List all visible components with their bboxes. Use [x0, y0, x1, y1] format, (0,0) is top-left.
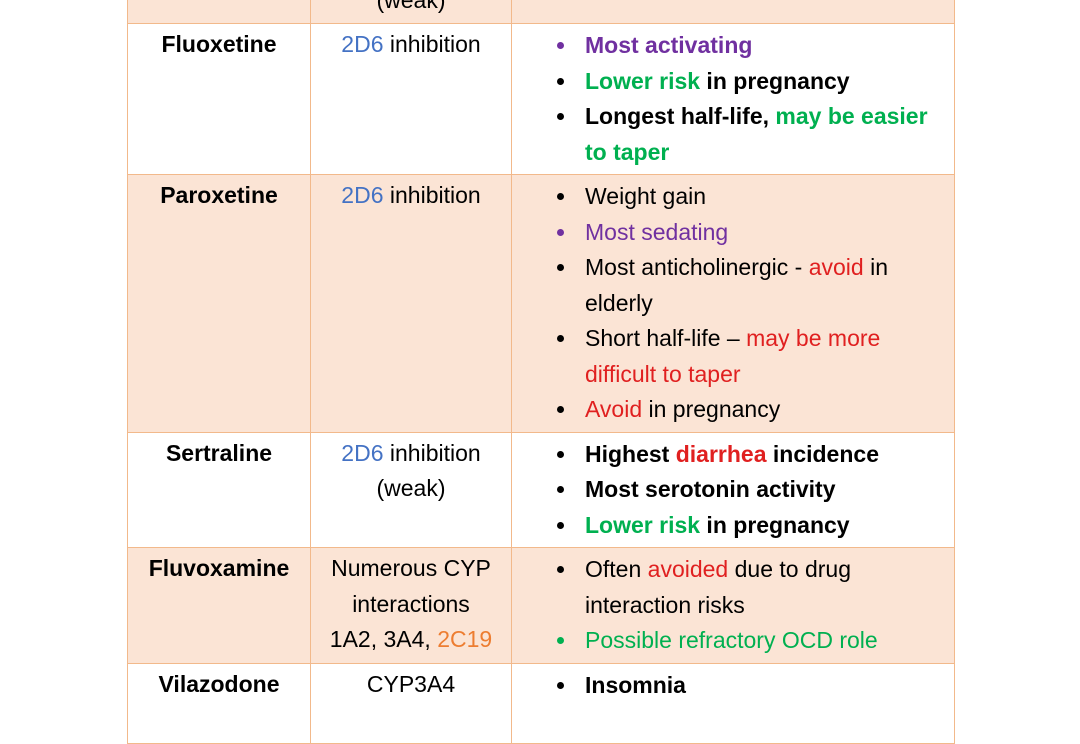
table-row-fluvoxamine: Fluvoxamine Numerous CYP interactions 1A2,…: [127, 547, 955, 664]
list-item: Most activating: [512, 28, 944, 64]
mechanism-fluvoxamine: Numerous CYP interactions 1A2, 3A4, 2C19: [310, 547, 512, 664]
ssri-table: (weak) Fluoxetine 2D6 inhibition Most ac…: [127, 0, 955, 744]
mechanism-sertraline: 2D6 inhibition (weak): [310, 431, 512, 548]
list-item: Most anticholinergic - avoid in elderly: [512, 250, 944, 321]
list-item: Most serotonin activity: [512, 472, 944, 508]
list-item: Lower risk in pregnancy: [512, 64, 944, 100]
drug-name-fluoxetine: Fluoxetine: [127, 23, 311, 175]
list-item: Highest diarrhea incidence: [512, 437, 944, 473]
list-item: Short half-life – may be more difficult …: [512, 321, 944, 392]
mechanism-text: (weak): [376, 0, 446, 13]
notes-sertraline: Highest diarrhea incidence Most serotoni…: [511, 431, 955, 548]
notes-cell: [511, 0, 955, 24]
table-row-sertraline: Sertraline 2D6 inhibition (weak) Highest …: [127, 431, 955, 548]
list-item: Avoid in pregnancy: [512, 392, 944, 428]
table-row-vilazodone: Vilazodone CYP3A4 Insomnia: [127, 662, 955, 744]
list-item: Longest half-life, may be easier to tape…: [512, 99, 944, 170]
drug-name-sertraline: Sertraline: [127, 431, 311, 548]
list-item: Often avoided due to drug interaction ri…: [512, 552, 944, 623]
list-item: Weight gain: [512, 179, 944, 215]
table-row-top: (weak): [127, 0, 955, 24]
drug-name-fluvoxamine: Fluvoxamine: [127, 547, 311, 664]
notes-fluvoxamine: Often avoided due to drug interaction ri…: [511, 547, 955, 664]
mechanism-paroxetine: 2D6 inhibition: [310, 174, 512, 433]
notes-vilazodone: Insomnia: [511, 662, 955, 744]
table-row-fluoxetine: Fluoxetine 2D6 inhibition Most activatin…: [127, 23, 955, 175]
list-item: Lower risk in pregnancy: [512, 508, 944, 544]
list-item: Possible refractory OCD role: [512, 623, 944, 659]
notes-fluoxetine: Most activating Lower risk in pregnancy …: [511, 23, 955, 175]
list-item: Most sedating: [512, 215, 944, 251]
notes-paroxetine: Weight gain Most sedating Most anticholi…: [511, 174, 955, 433]
mechanism-vilazodone: CYP3A4: [310, 662, 512, 744]
table-row-paroxetine: Paroxetine 2D6 inhibition Weight gain Mo…: [127, 174, 955, 433]
drug-name-paroxetine: Paroxetine: [127, 174, 311, 433]
list-item: Insomnia: [512, 668, 944, 704]
mechanism-cell: (weak): [310, 0, 512, 24]
drug-name-vilazodone: Vilazodone: [127, 662, 311, 744]
mechanism-fluoxetine: 2D6 inhibition: [310, 23, 512, 175]
drug-cell: [127, 0, 311, 24]
